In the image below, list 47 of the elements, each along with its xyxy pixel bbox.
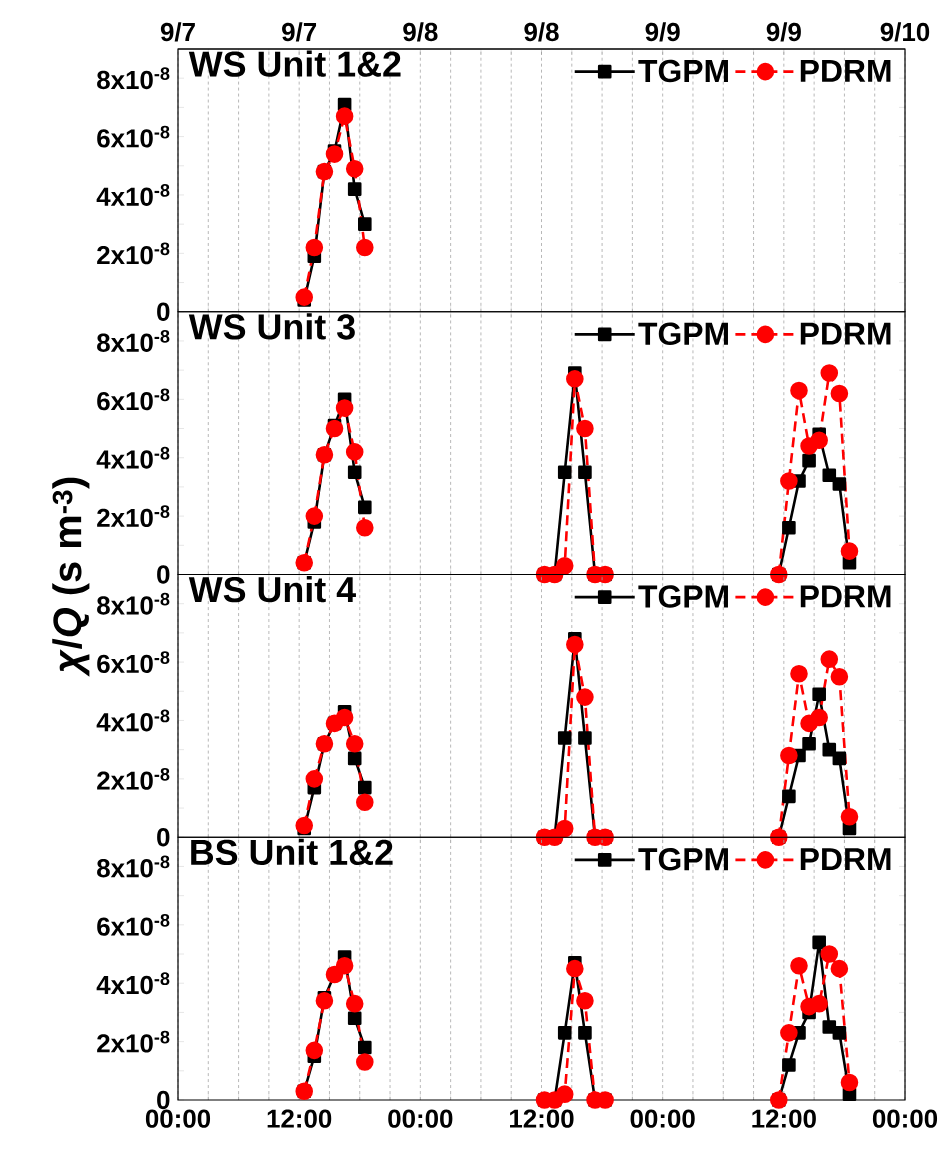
y-tick-label: 4x10$^{-8}$ [96, 446, 170, 469]
y-tick-label: 0 [157, 565, 170, 584]
y-tick-label: 2x10$^{-8}$ [97, 242, 170, 265]
y-tick-label: 6x10$^{-8}$ [97, 388, 170, 411]
y-tick-label: 8x10$^{-8}$ [97, 329, 170, 352]
y-tick-label: 4x10$^{-8}$ [96, 184, 170, 206]
x-tick-label: 12:00 [510, 1109, 574, 1128]
x2-tick-label: 9/8 [524, 22, 559, 42]
legend-label: PDRM [800, 59, 891, 82]
y-tick-label: 8x10$^{-8}$ [97, 67, 170, 90]
x2-tick-label: 9/7 [160, 22, 195, 42]
legend-label: PDRM [800, 585, 891, 608]
y-tick-label: 4x10$^{-8}$ [96, 972, 170, 995]
x-tick-label: 12:00 [752, 1109, 816, 1128]
y-tick-label: 6x10$^{-8}$ [97, 651, 170, 674]
y-tick-label: 0 [157, 302, 170, 321]
chart-title: WS Unit 1&2 [188, 50, 401, 77]
x-tick-label: 00:00 [872, 1109, 938, 1128]
y-tick-label: 0 [157, 1090, 170, 1110]
y-tick-label: 6x10$^{-8}$ [97, 913, 170, 936]
chart-title: WS Unit 3 [188, 313, 355, 340]
chart-title: BS Unit 1&2 [191, 838, 393, 866]
y-tick-label: 2x10$^{-8}$ [97, 505, 170, 528]
x2-tick-label: 9/10 [880, 22, 930, 42]
y-tick-label: 2x10$^{-8}$ [97, 1030, 170, 1053]
y-tick-label: 6x10$^{-8}$ [97, 125, 170, 148]
x-tick-label: 00:00 [388, 1109, 453, 1128]
legend-label: TGPM [638, 322, 728, 346]
x-tick-label: 00:00 [630, 1109, 695, 1128]
y-tick-label: 4x10$^{-8}$ [96, 709, 170, 732]
y-tick-label: 8x10$^{-8}$ [97, 855, 170, 878]
y-tick-label: 2x10$^{-8}$ [97, 767, 170, 790]
legend-label: TGPM [638, 848, 728, 871]
legend-label: TGPM [638, 59, 728, 83]
x2-tick-label: 9/9 [645, 22, 680, 42]
x-tick-label: 12:00 [267, 1109, 332, 1128]
y-tick-label: 8x10$^{-8}$ [97, 592, 170, 615]
x2-tick-label: 9/7 [282, 22, 317, 42]
y-tick-label: 0 [157, 828, 170, 847]
x2-tick-label: 9/9 [766, 22, 801, 42]
legend-label: PDRM [800, 322, 891, 345]
x2-tick-label: 9/8 [403, 22, 438, 42]
y-axis-title: χ/Q (s m$^{-3}$) [52, 477, 90, 677]
chart-title: WS Unit 4 [188, 575, 356, 603]
legend-label: PDRM [800, 848, 891, 871]
x-tick-label: 00:00 [145, 1109, 211, 1128]
legend-label: TGPM [638, 585, 728, 608]
